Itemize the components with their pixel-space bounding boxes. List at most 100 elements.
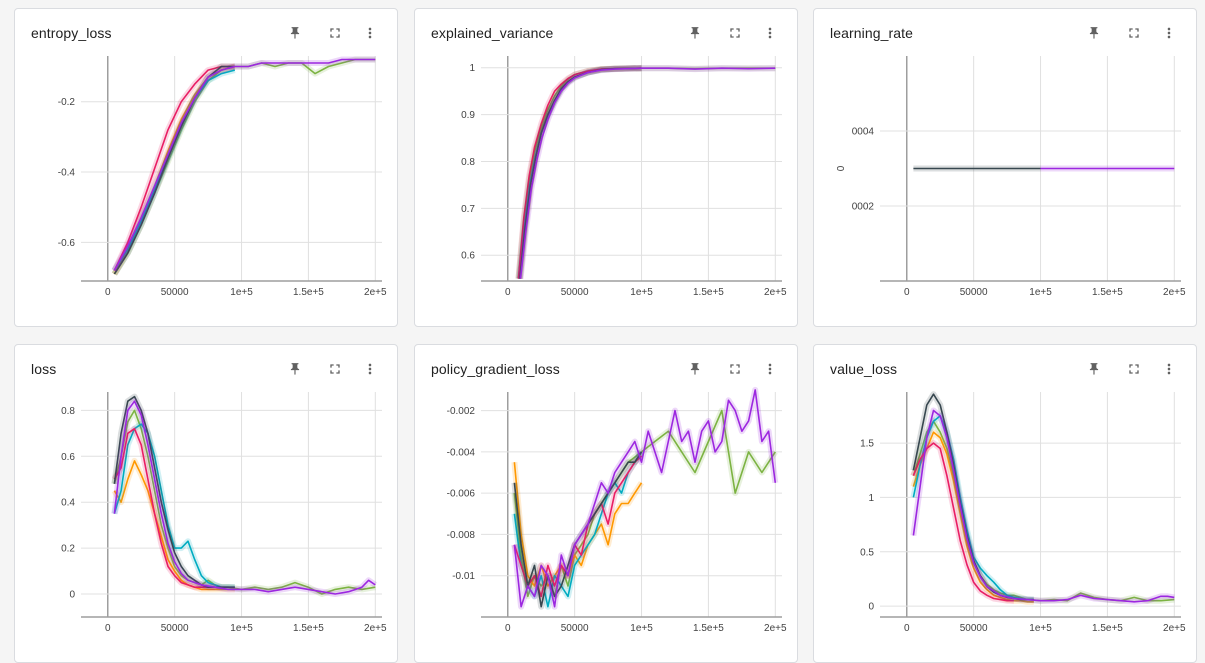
more-vert-icon[interactable] [355,359,385,379]
x-tick-label: 50000 [960,623,988,634]
y-tick-label: 0.8 [461,157,475,168]
y-tick-label: -0.004 [447,447,476,458]
y-tick-label: 0.5 [860,547,874,558]
series-group [111,393,377,597]
x-tick-label: 50000 [960,287,988,298]
x-tick-label: 50000 [161,287,189,298]
card-actions [675,359,785,379]
fullscreen-icon[interactable] [315,359,355,379]
x-tick-label: 1e+5 [630,287,653,298]
y-tick-label: -0.008 [447,530,476,541]
x-tick-label: 2e+5 [764,287,787,298]
x-tick-label: 50000 [561,623,589,634]
x-tick-label: 1e+5 [1029,623,1052,634]
pin-icon[interactable] [675,23,715,43]
y-tick-label: 1.5 [860,439,874,450]
x-tick-label: 1e+5 [230,623,253,634]
y-tick-label: 0002 [852,202,875,213]
series-shadow [516,65,642,280]
y-tick-label: 0.4 [61,498,75,509]
x-tick-label: 0 [904,623,910,634]
card-actions [1074,359,1184,379]
y-tick-label: 0.7 [461,204,475,215]
line-chart: 0 50000 1e+5 1.5e+5 2e+5 -0.2 -0.4 -0.6 [58,56,387,298]
pin-icon[interactable] [675,359,715,379]
series-line [513,455,643,598]
series-group [910,391,1175,605]
card-actions [275,23,385,43]
card-title: learning_rate [830,25,914,41]
x-tick-label: 1.5e+5 [693,623,724,634]
fullscreen-icon[interactable] [1114,359,1154,379]
fullscreen-icon[interactable] [1114,23,1154,43]
y-tick-label: -0.2 [58,97,76,108]
more-vert-icon[interactable] [1154,23,1184,43]
series-line [113,460,235,591]
more-vert-icon[interactable] [355,23,385,43]
fullscreen-icon[interactable] [715,23,755,43]
chart-card: explained_variance 0 50000 1e+5 1.5e+5 2e+5 1 0… [414,8,798,327]
y-axis-label: 0 [836,165,847,171]
series-line [113,65,235,275]
y-tick-label: 0.6 [61,452,75,463]
x-tick-label: 0 [105,287,111,298]
series-line [113,58,376,271]
pin-icon[interactable] [1074,23,1114,43]
y-tick-label: -0.6 [58,238,76,249]
x-tick-label: 1.5e+5 [693,287,724,298]
card-title: loss [31,361,57,377]
x-tick-label: 0 [105,623,111,634]
y-tick-label: 0.6 [461,251,475,262]
series-line [912,409,1175,603]
y-tick-label: 0.2 [61,544,75,555]
x-tick-label: 0 [505,287,511,298]
x-tick-label: 1.5e+5 [293,623,324,634]
y-tick-label: 0004 [852,127,875,138]
series-line [912,415,1034,601]
series-line [113,400,376,595]
card-actions [1074,23,1184,43]
x-tick-label: 2e+5 [764,623,787,634]
pin-icon[interactable] [275,359,315,379]
x-tick-label: 0 [904,287,910,298]
more-vert-icon[interactable] [755,23,785,43]
card-title: explained_variance [431,25,554,41]
y-tick-label: 0.9 [461,110,475,121]
x-tick-label: 2e+5 [364,287,387,298]
card-title: entropy_loss [31,25,112,41]
more-vert-icon[interactable] [755,359,785,379]
card-title: policy_gradient_loss [431,361,560,377]
more-vert-icon[interactable] [1154,359,1184,379]
card-actions [675,23,785,43]
y-tick-label: 0 [868,602,874,613]
y-tick-label: 1 [469,63,475,74]
y-tick-label: -0.4 [58,168,76,179]
y-tick-label: -0.002 [447,406,476,417]
line-chart: 0 50000 1e+5 1.5e+5 2e+5 -0.002 -0.004 -0.006 -0… [447,386,787,634]
chart-card: value_loss 0 50000 1e+5 1.5e+5 2e+5 1.5 1 0.5 0 [813,344,1197,663]
x-tick-label: 2e+5 [1163,623,1186,634]
line-chart: 0 50000 1e+5 1.5e+5 2e+5 1.5 1 0.5 0 [860,391,1186,634]
fullscreen-icon[interactable] [315,23,355,43]
series-line [113,427,215,588]
x-tick-label: 50000 [561,287,589,298]
series-group [511,386,779,610]
line-chart: 0 50000 1e+5 1.5e+5 2e+5 1 0.9 0.8 0.7 0.6 [461,56,787,298]
series-line [513,389,777,608]
fullscreen-icon[interactable] [715,359,755,379]
y-tick-label: 0 [69,590,75,601]
line-chart: 0 50000 1e+5 1.5e+5 2e+5 0004 0002 0 [836,56,1186,298]
y-tick-label: -0.01 [452,571,475,582]
series-shadow [517,65,776,280]
x-tick-label: 1.5e+5 [1092,623,1123,634]
line-chart: 0 50000 1e+5 1.5e+5 2e+5 0.8 0.6 0.4 0.2 0 [61,392,387,634]
series-line [519,67,642,279]
x-tick-label: 1.5e+5 [293,287,324,298]
series-line [113,65,235,271]
series-shadow [516,65,642,280]
chart-card: learning_rate 0 50000 1e+5 1.5e+5 2e+5 0004 000… [813,8,1197,327]
pin-icon[interactable] [1074,359,1114,379]
x-tick-label: 1e+5 [1029,287,1052,298]
pin-icon[interactable] [275,23,315,43]
chart-card: entropy_loss 0 50000 1e+5 1.5e+5 2e+5 -0.2 -0.4… [14,8,398,327]
